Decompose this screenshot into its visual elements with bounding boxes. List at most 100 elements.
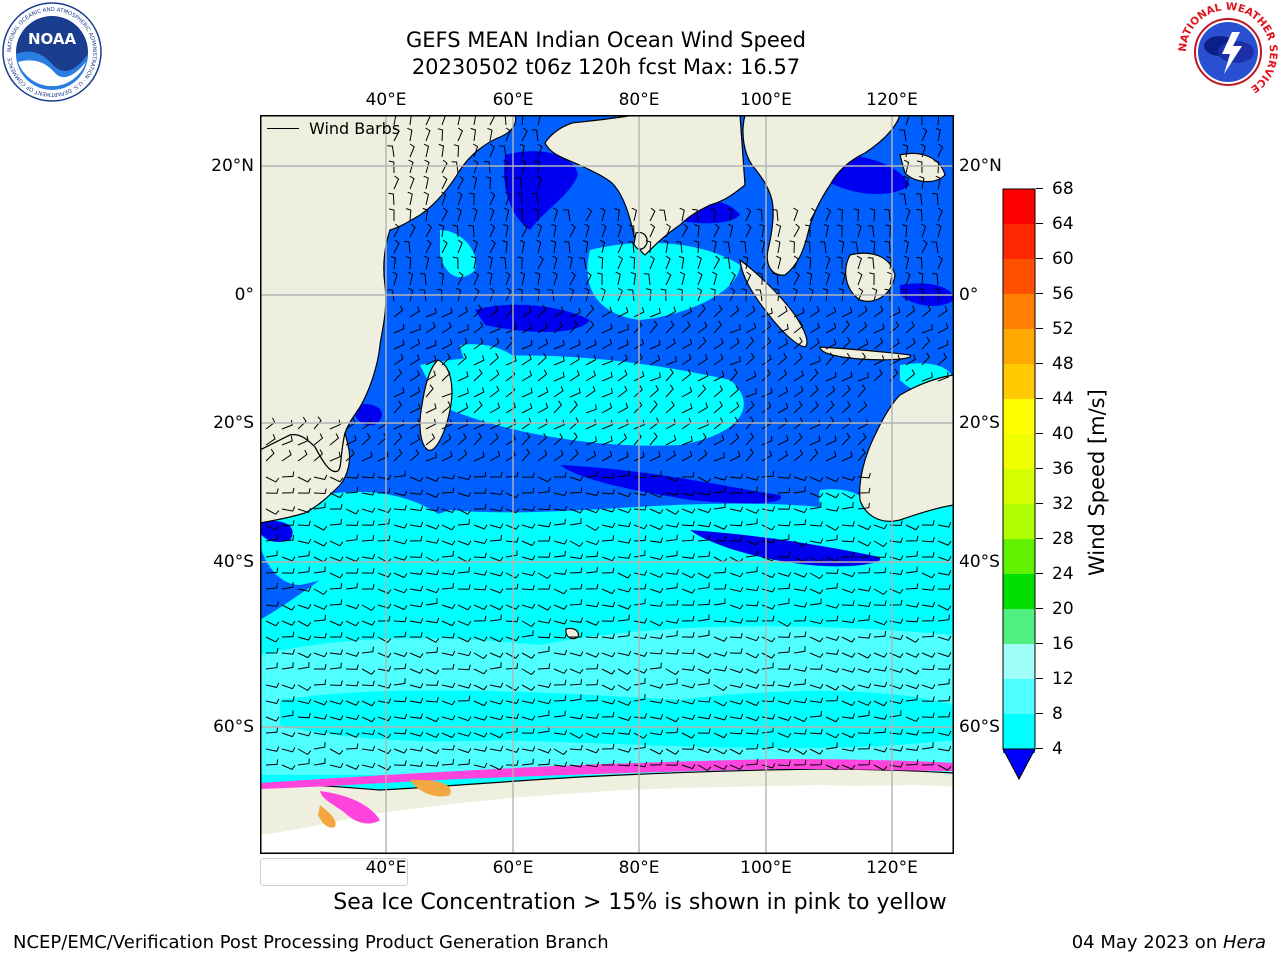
wind-barb (745, 729, 759, 735)
wind-barb (793, 602, 808, 608)
colorbar-band (1003, 224, 1035, 259)
wind-barb (681, 572, 696, 579)
wind-barb (601, 388, 613, 398)
wind-barb (425, 321, 436, 334)
wind-barb (441, 682, 456, 689)
wind-barb (425, 538, 440, 544)
wind-barb (313, 566, 326, 574)
wind-barb (921, 352, 931, 366)
wind-barb (601, 323, 613, 334)
wind-barb (617, 553, 631, 559)
wind-barb (681, 450, 693, 462)
wind-barb (889, 520, 903, 527)
wind-barb (345, 764, 360, 770)
wind-barb (537, 338, 549, 350)
wind-barb (505, 663, 519, 670)
wind-barb (425, 524, 440, 530)
colorbar-band (1003, 364, 1035, 399)
wind-barb (905, 684, 920, 690)
wind-barb (265, 647, 279, 654)
wind-barb (681, 321, 691, 334)
wind-barb (393, 678, 406, 686)
wind-barb (425, 127, 431, 142)
wind-barb (469, 192, 475, 206)
wind-barb (921, 115, 923, 126)
wind-barb (745, 416, 754, 430)
wind-barb (825, 352, 834, 366)
wind-barb (681, 553, 695, 559)
wind-barb (745, 475, 760, 481)
wind-barb (521, 223, 528, 238)
wind-barb (393, 387, 405, 398)
wind-barb (777, 699, 792, 705)
wind-barb (569, 448, 579, 462)
wind-barb (649, 223, 656, 238)
wind-barb (809, 598, 822, 606)
wind-barb (937, 115, 940, 126)
wind-barb (931, 273, 939, 286)
wind-barb (377, 764, 392, 771)
wind-barb (809, 368, 819, 382)
wind-barb (841, 336, 851, 350)
wind-barb (809, 683, 824, 689)
wind-barb (643, 273, 651, 286)
wind-barb (679, 207, 685, 222)
wind-barb (441, 569, 456, 576)
wind-barb (390, 255, 397, 270)
wind-barb (899, 193, 907, 206)
wind-barb (521, 523, 536, 529)
wind-barb (857, 321, 868, 334)
wind-barb (441, 650, 456, 656)
wind-barb (425, 239, 432, 254)
wind-barb (313, 614, 326, 622)
wind-barb (681, 615, 695, 622)
wind-barb (553, 710, 566, 718)
wind-barb (809, 207, 816, 222)
wind-barb (825, 742, 838, 750)
wind-barb (665, 368, 674, 382)
wind-barb (729, 433, 740, 446)
wind-barb (649, 372, 661, 382)
wind-barb (937, 556, 952, 562)
wind-barb (553, 569, 567, 575)
wind-barb (873, 369, 883, 382)
wind-barb (471, 255, 477, 270)
wind-barb (918, 287, 925, 302)
wind-barb (473, 451, 485, 462)
wind-barb (473, 746, 488, 752)
wind-barb (617, 433, 628, 446)
wind-barb (692, 208, 699, 222)
wind-barb (487, 127, 493, 142)
wind-barb (265, 550, 278, 558)
wind-barb (713, 583, 727, 590)
wind-barb (329, 599, 343, 606)
wind-barb (569, 400, 578, 414)
wind-barb (729, 586, 744, 593)
wind-barb (745, 600, 759, 607)
wind-barb (937, 604, 952, 611)
wind-barb (681, 306, 693, 318)
wind-barb (905, 550, 918, 558)
wind-barb (517, 208, 524, 222)
wind-barb (697, 490, 712, 496)
wind-barb (921, 336, 931, 350)
wind-barb (915, 193, 923, 206)
wind-barb (361, 729, 376, 736)
wind-barb (585, 601, 600, 608)
wind-barb (659, 209, 667, 222)
wind-barb (265, 746, 280, 752)
wind-barb (377, 636, 392, 644)
wind-barb (393, 400, 403, 414)
wind-barb (745, 759, 759, 766)
wind-barb (793, 370, 804, 382)
wind-barb (903, 239, 909, 254)
wind-barb (345, 520, 359, 527)
wind-barb (617, 650, 632, 657)
wind-barb (697, 697, 711, 703)
wind-barb (473, 368, 483, 382)
wind-barb (437, 128, 444, 142)
wind-barb (649, 451, 661, 462)
wind-barbs (265, 115, 952, 772)
wind-barb (585, 419, 597, 430)
wind-barb (281, 487, 295, 494)
